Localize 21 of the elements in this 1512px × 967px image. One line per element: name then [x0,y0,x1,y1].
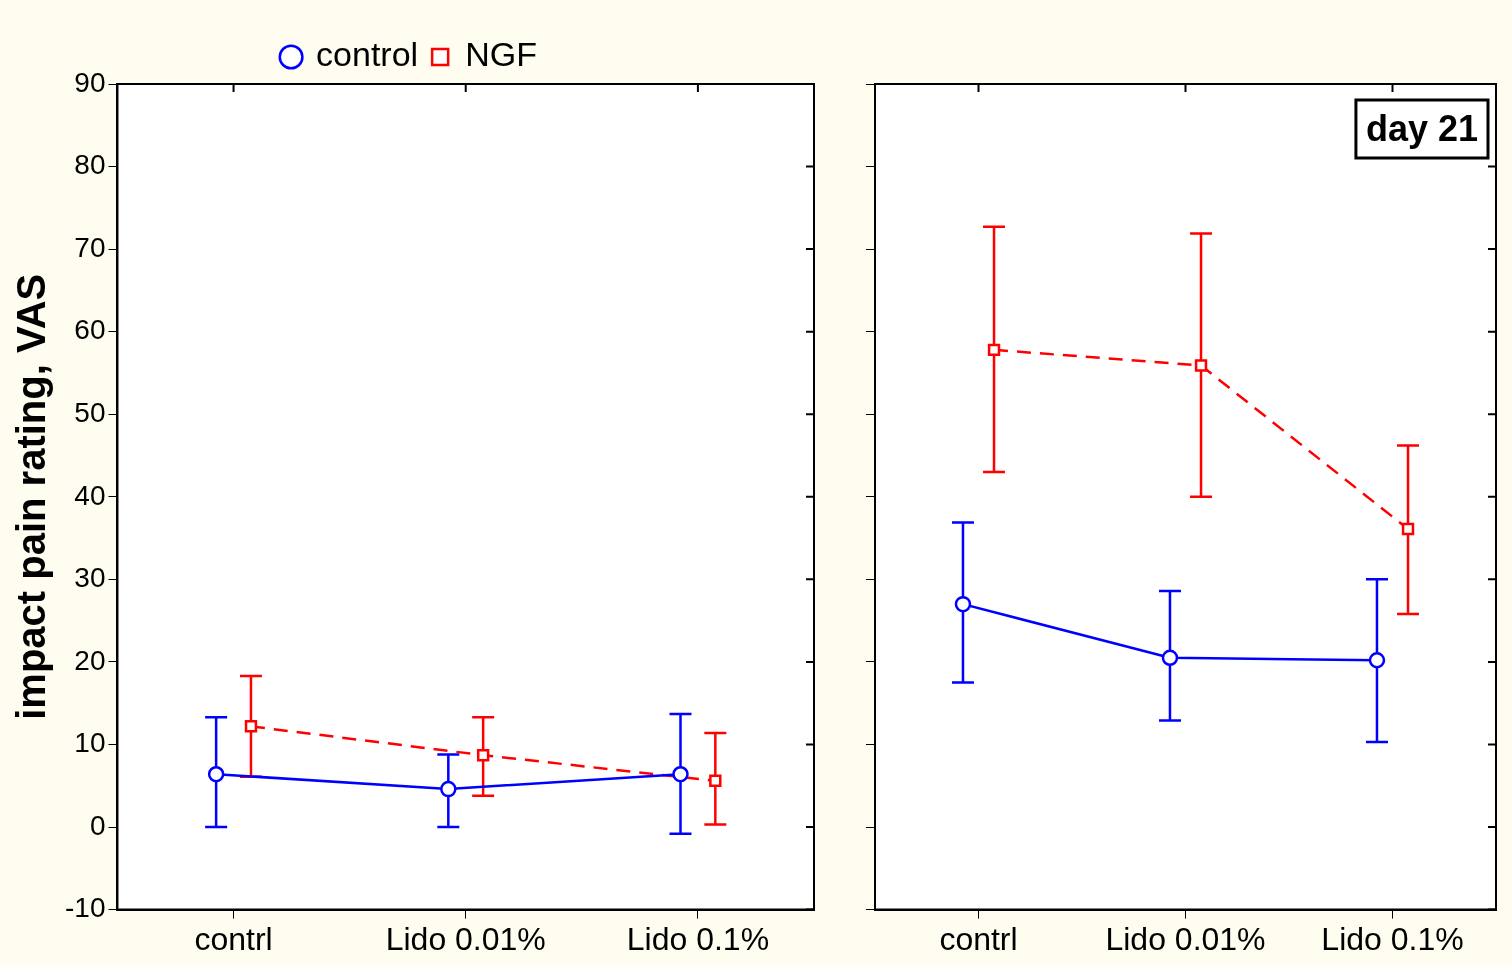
y-tick-label: 20 [74,644,106,676]
y-tick-label: 60 [74,314,106,346]
annotation: day 21 [1365,107,1478,149]
y-tick-label: 50 [74,396,106,428]
y-tick-label: 0 [89,809,106,841]
y-axis-title: impact pain rating, VAS [9,273,54,720]
y-tick-label: 40 [74,479,106,511]
y-tick-label: 70 [74,231,106,263]
y-tick-label: 80 [74,149,106,181]
x-tick-label: Lido 0.1% [626,920,770,957]
y-tick-label: -10 [65,892,106,924]
x-tick-label: contrl [194,920,273,957]
legend-label: control [316,35,419,74]
x-tick-label: Lido 0.01% [385,920,546,957]
y-tick-label: 30 [74,562,106,594]
x-tick-label: Lido 0.1% [1321,920,1464,957]
legend-label: NGF [465,35,537,74]
x-tick-label: contrl [939,920,1018,957]
x-tick-label: Lido 0.01% [1105,920,1266,957]
y-tick-label: 90 [74,66,106,98]
y-tick-label: 10 [74,727,106,759]
